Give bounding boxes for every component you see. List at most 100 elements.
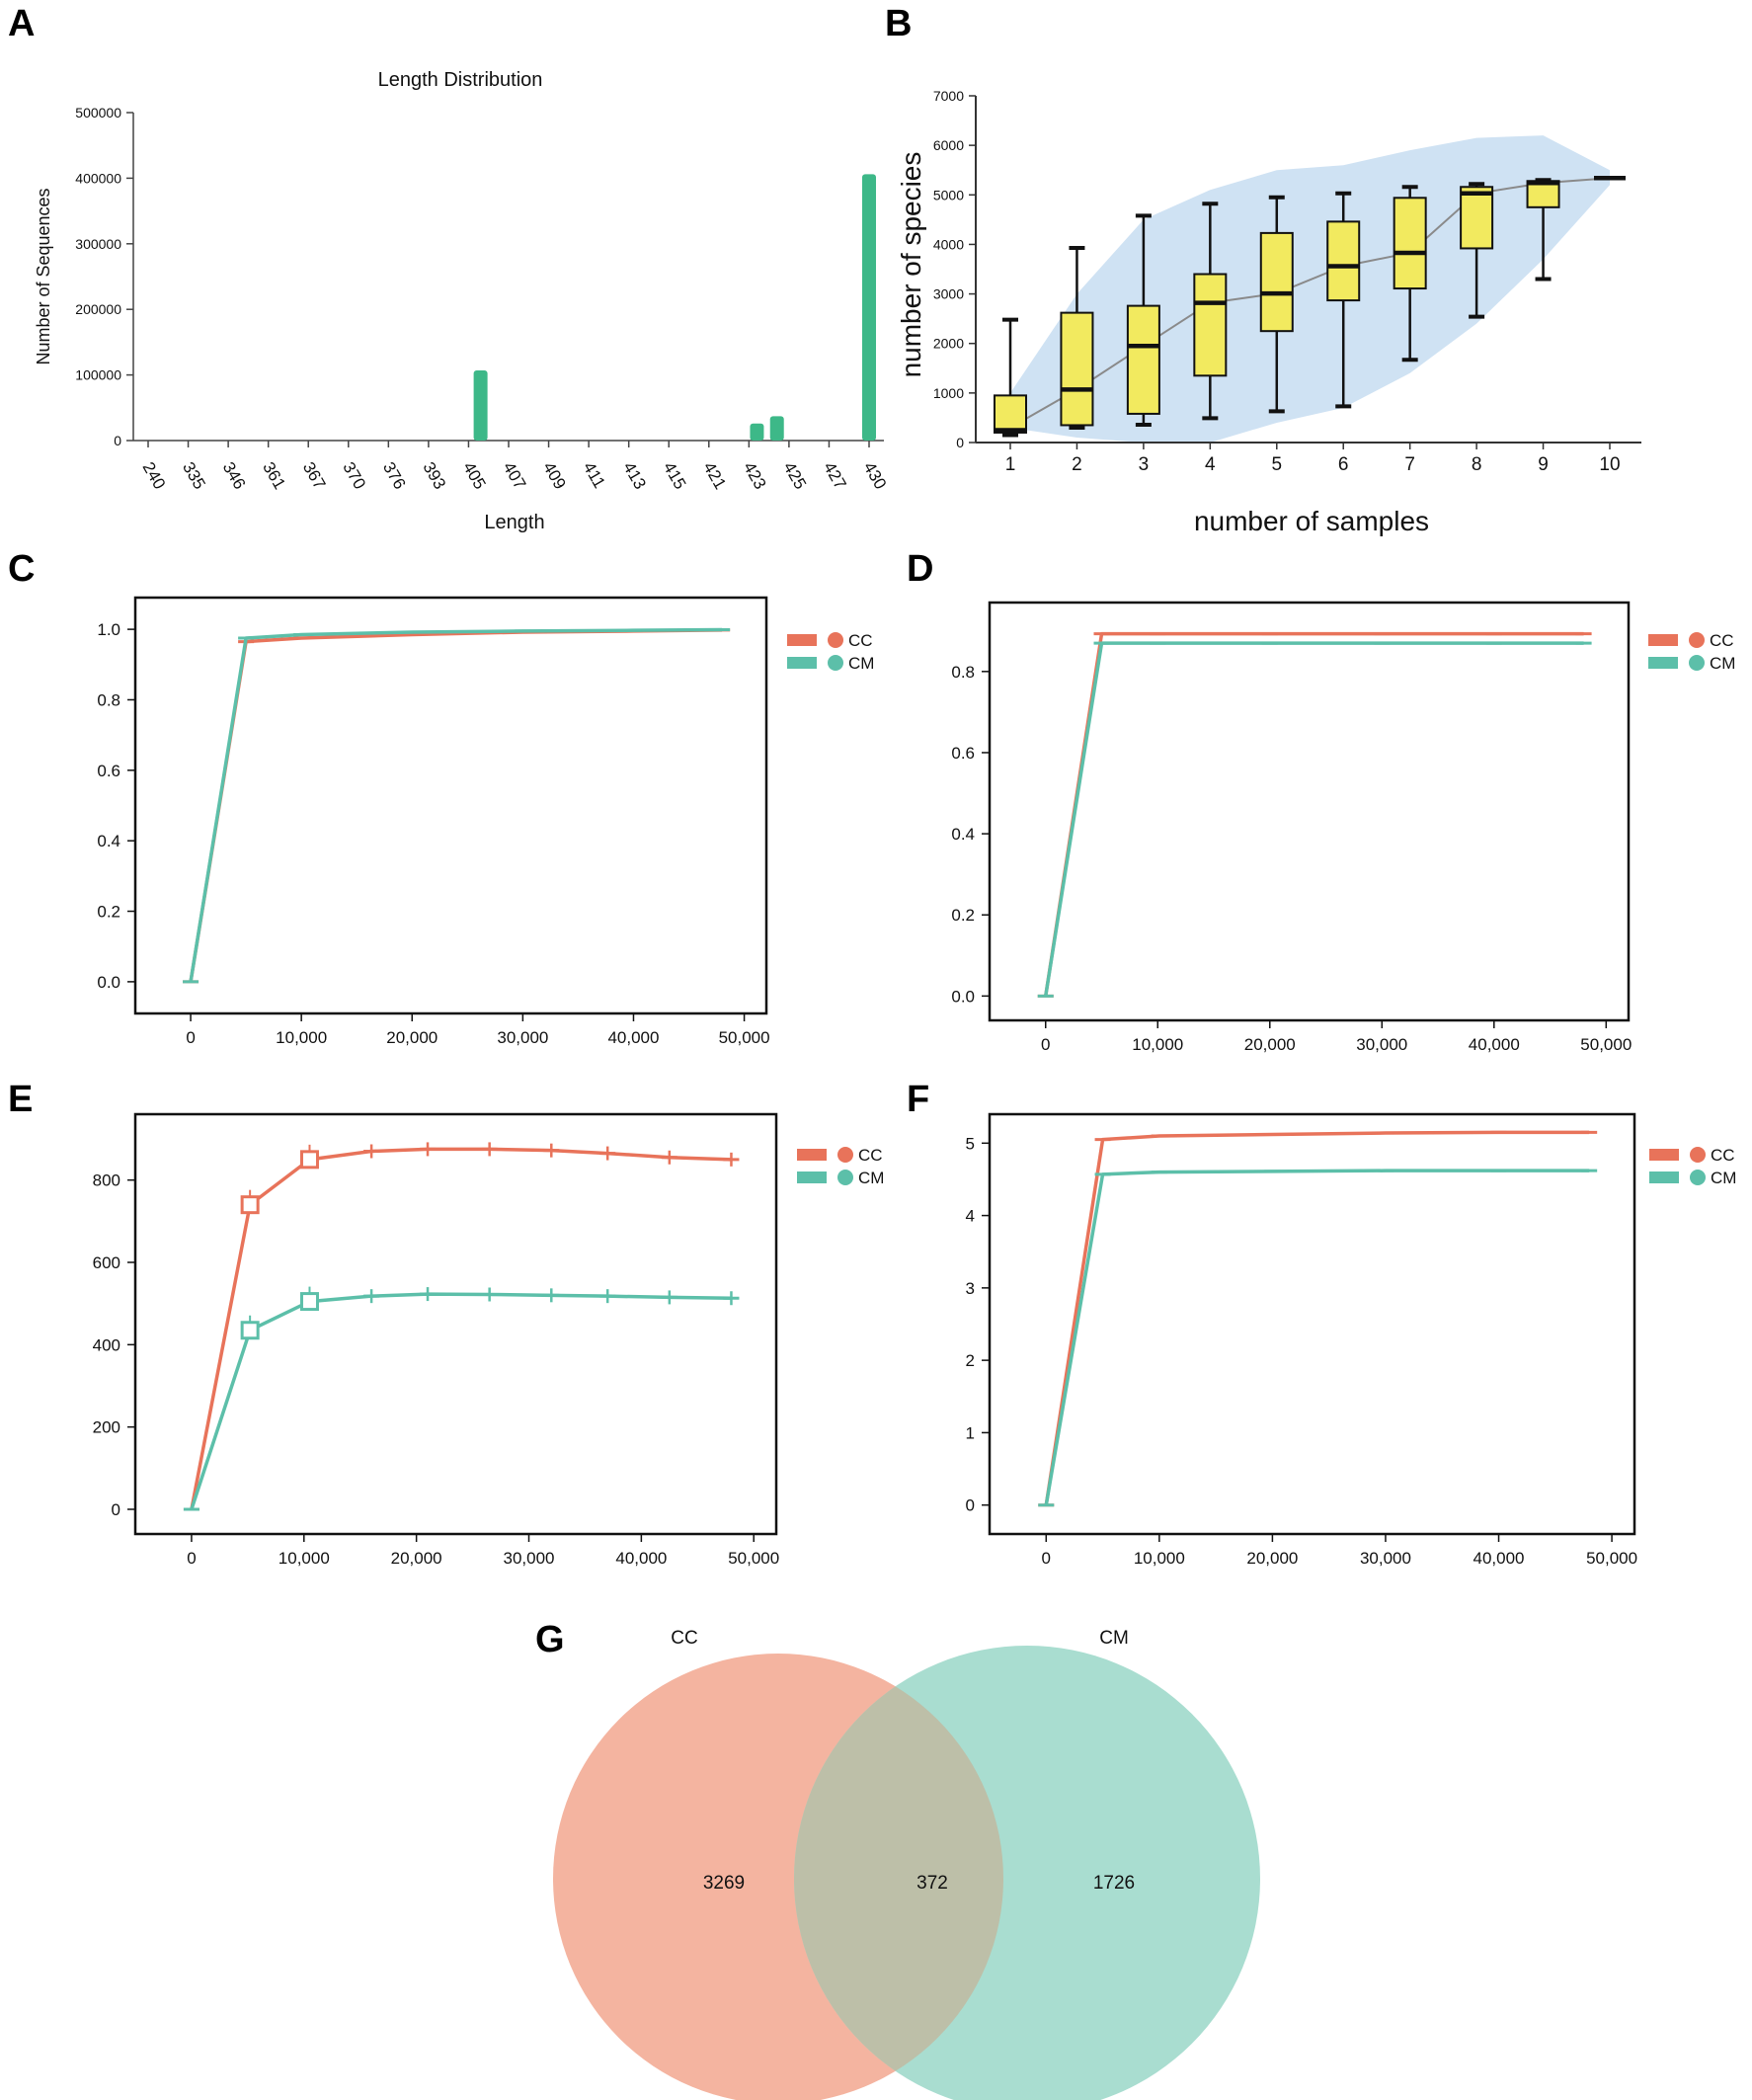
x-tick-label: 50,000 — [719, 1028, 770, 1047]
y-tick-label: 500000 — [75, 105, 121, 121]
y-tick-label: 200 — [93, 1418, 120, 1437]
x-tick-label: 376 — [379, 459, 410, 493]
legend-swatch-cc — [797, 1149, 827, 1161]
y-tick-label: 0.4 — [951, 825, 975, 844]
x-tick-label: 409 — [539, 459, 570, 493]
x-tick-label: 361 — [259, 459, 289, 493]
y-tick-label: 400000 — [75, 170, 121, 186]
chart-title: Length Distribution — [378, 69, 543, 91]
series-line-cm — [1044, 641, 1584, 997]
legend-label-cc: CC — [1711, 1146, 1735, 1165]
legend-label-cc: CC — [1710, 631, 1734, 650]
y-tick-label: 2000 — [933, 336, 964, 352]
y-tick-label: 4 — [966, 1207, 975, 1226]
legend-dot-cm — [1690, 1170, 1706, 1185]
y-tick-label: 0.6 — [97, 762, 120, 780]
x-axis-title: Length — [484, 512, 544, 533]
panel-label-f: F — [907, 1079, 929, 1120]
series-line-cc — [189, 628, 723, 983]
legend-swatch-cm — [797, 1171, 827, 1183]
x-tick-label: 50,000 — [1586, 1549, 1637, 1568]
x-tick-label: 367 — [299, 459, 330, 493]
x-tick-label: 1 — [1005, 454, 1016, 475]
y-tick-label: 300000 — [75, 236, 121, 252]
y-tick-label: 0 — [956, 435, 964, 450]
y-tick-label: 2 — [966, 1351, 975, 1370]
legend-label-cm: CM — [1710, 654, 1735, 673]
plot-frame — [133, 596, 768, 1015]
y-tick-label: 0.0 — [951, 987, 975, 1006]
legend-dot-cm — [1689, 655, 1705, 671]
panel-c-line-chart: 0.0 0.2 0.4 0.6 0.8 1.0 0 10,000 20,000 30,000 40,… — [97, 596, 874, 1047]
bar-423 — [750, 423, 764, 441]
x-tick-label: 40,000 — [1469, 1035, 1520, 1054]
y-tick-label: 3 — [966, 1279, 975, 1298]
legend-label-cc: CC — [858, 1146, 883, 1165]
panel-b-species-boxplot: 0 1000 2000 3000 4000 5000 6000 7000 1 2 3 4 5 6 7 8 9 10… — [896, 88, 1641, 536]
box-2 — [1060, 311, 1094, 427]
series-line-cm — [190, 1292, 732, 1510]
x-tick-label: 30,000 — [1360, 1549, 1411, 1568]
box-9 — [1526, 180, 1560, 208]
box-1 — [994, 394, 1027, 434]
series-line-cc — [1044, 1130, 1590, 1505]
legend-label-cm: CM — [858, 1169, 884, 1187]
series-line-cm — [1044, 1169, 1590, 1505]
panel-f-line-chart: 0 1 2 3 4 5 0 10,000 20,000 30,000 40,000 50,000 CC C… — [966, 1112, 1736, 1568]
y-tick-label: 5 — [966, 1134, 975, 1153]
x-tick-label: 405 — [459, 459, 490, 493]
y-tick-label: 0.8 — [951, 663, 975, 682]
x-tick-label: 0 — [1041, 1035, 1050, 1054]
box-6 — [1326, 220, 1361, 302]
x-tick-label: 40,000 — [607, 1028, 659, 1047]
series-line-cm — [189, 627, 723, 983]
y-tick-label: 600 — [93, 1253, 120, 1272]
y-tick-label: 0 — [114, 433, 121, 448]
plot-frame — [988, 601, 1631, 1022]
x-tick-label: 425 — [779, 459, 810, 493]
x-tick-label: 427 — [820, 459, 850, 493]
x-tick-label: 8 — [1472, 454, 1482, 475]
legend-dot-cc — [837, 1147, 853, 1163]
legend-swatch-cm — [1648, 657, 1678, 669]
x-tick-label: 415 — [660, 459, 690, 493]
y-tick-label: 0.6 — [951, 744, 975, 763]
x-tick-label: 30,000 — [504, 1549, 555, 1568]
x-tick-label: 0 — [1042, 1549, 1051, 1568]
x-tick-label: 393 — [419, 459, 449, 493]
series-box-marker — [240, 1321, 260, 1340]
panel-g-venn-diagram: CC CM 3269 372 1726 — [553, 1628, 1260, 2100]
y-tick-label: 0.8 — [97, 690, 120, 709]
legend-swatch-cc — [1648, 634, 1678, 646]
y-tick-label: 0.2 — [97, 903, 120, 922]
y-tick-label: 0.2 — [951, 906, 975, 925]
x-tick-label: 20,000 — [1244, 1035, 1296, 1054]
box-8 — [1460, 186, 1494, 250]
panel-label-d: D — [907, 548, 933, 590]
y-tick-label: 7000 — [933, 88, 964, 104]
series-line-cc — [190, 1147, 732, 1510]
x-tick-label: 0 — [187, 1549, 196, 1568]
venn-label-cc: CC — [671, 1628, 697, 1649]
panel-label-b: B — [885, 3, 912, 44]
bar-425 — [769, 416, 784, 441]
panel-d-line-chart: 0.0 0.2 0.4 0.6 0.8 0 10,000 20,000 30,000 40,000… — [951, 601, 1735, 1054]
x-tick-label: 413 — [619, 459, 650, 493]
x-tick-label: 7 — [1404, 454, 1415, 475]
x-tick-label: 50,000 — [728, 1549, 779, 1568]
series-line-cc — [1044, 631, 1584, 997]
y-tick-label: 1000 — [933, 385, 964, 401]
x-tick-label: 335 — [179, 459, 209, 493]
y-tick-label: 5000 — [933, 187, 964, 202]
x-tick-label: 346 — [219, 459, 250, 493]
y-tick-label: 0 — [112, 1500, 120, 1519]
y-tick-label: 800 — [93, 1171, 120, 1190]
y-tick-label: 0.4 — [97, 832, 120, 850]
panel-a-length-distribution: Length Distribution 0 100000 200000 300000 40… — [34, 69, 890, 533]
venn-count-overlap: 372 — [916, 1873, 948, 1894]
legend-swatch-cm — [1649, 1171, 1679, 1183]
y-axis-title: Number of Sequences — [34, 188, 53, 364]
x-tick-label: 2 — [1072, 454, 1082, 475]
legend-swatch-cc — [1649, 1149, 1679, 1161]
